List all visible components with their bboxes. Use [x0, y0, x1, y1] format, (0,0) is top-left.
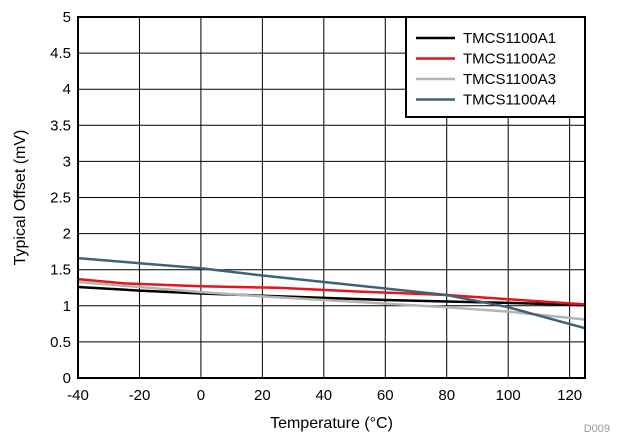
figure-id-label: D009 — [584, 423, 610, 435]
y-tick-label: 4.5 — [50, 45, 71, 62]
x-tick-label: 20 — [254, 387, 271, 404]
x-tick-label: 100 — [496, 387, 521, 404]
y-tick-label: 2.5 — [50, 190, 71, 207]
series-line-tmcs1100a2 — [77, 277, 586, 306]
y-tick-label: 4 — [63, 81, 71, 98]
y-tick-label: 3 — [63, 153, 71, 170]
y-tick-label: 0.5 — [50, 334, 71, 351]
grid — [77, 16, 585, 379]
series-lines — [77, 256, 586, 330]
y-axis-label: Typical Offset (mV) — [12, 130, 29, 266]
x-tick-label: -20 — [129, 387, 151, 404]
series-line-tmcs1100a3 — [77, 280, 586, 321]
x-axis-label: Temperature (°C) — [270, 415, 393, 432]
legend: TMCS1100A1 TMCS1100A2 TMCS1100A3 TMCS1100A4 — [405, 16, 586, 118]
legend-label: TMCS1100A2 — [463, 51, 556, 68]
legend-label: TMCS1100A4 — [463, 92, 556, 109]
x-tick-label: 0 — [197, 387, 205, 404]
y-tick-label: 5 — [63, 9, 71, 26]
x-tick-label: 120 — [557, 387, 582, 404]
legend-label: TMCS1100A3 — [463, 71, 556, 88]
plot-frame — [77, 16, 586, 379]
series-line-tmcs1100a4 — [77, 256, 586, 330]
y-tick-label: 3.5 — [50, 117, 71, 134]
y-tick-label: 0 — [63, 370, 71, 387]
y-tick-label: 1.5 — [50, 262, 71, 279]
y-tick-label: 1 — [63, 298, 71, 315]
x-tick-label: -40 — [67, 387, 89, 404]
x-tick-label: 40 — [315, 387, 332, 404]
x-tick-labels: -40 -20 0 20 40 60 80 100 120 — [67, 387, 582, 404]
y-tick-label: 2 — [63, 226, 71, 243]
legend-label: TMCS1100A1 — [463, 30, 556, 47]
y-tick-labels: 0 0.5 1 1.5 2 2.5 3 3.5 4 4.5 5 — [50, 9, 71, 387]
x-tick-label: 60 — [377, 387, 394, 404]
x-tick-label: 80 — [438, 387, 455, 404]
